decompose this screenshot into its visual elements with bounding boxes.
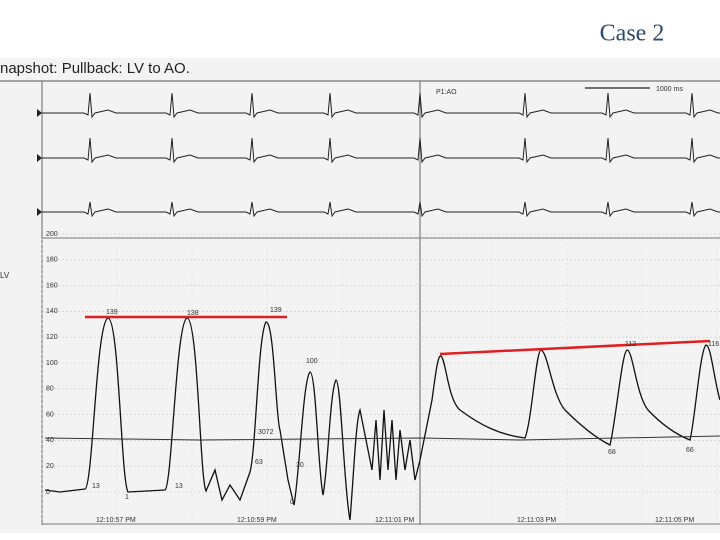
scale-label: 40 xyxy=(46,437,54,444)
timestamp: 12:11:01 PM xyxy=(375,517,414,524)
scale-label: 120 xyxy=(46,334,58,341)
annotation: 0 xyxy=(290,499,294,506)
scan-area xyxy=(0,58,720,533)
ecg-trace xyxy=(42,137,720,164)
annotation: 30 xyxy=(296,462,304,469)
annotation: 66 xyxy=(686,447,694,454)
side-label: LV xyxy=(0,271,10,280)
annotation: 138 xyxy=(187,310,199,317)
annotation: 68 xyxy=(608,449,616,456)
scale-label: 160 xyxy=(46,282,58,289)
ecg-traces xyxy=(37,92,720,218)
scale-label: 1000 ms xyxy=(656,86,683,93)
timestamp: 12:11:03 PM xyxy=(517,517,556,524)
scale-label: 80 xyxy=(46,386,54,393)
annotation: 139 xyxy=(270,307,282,314)
annotation: 13 xyxy=(175,483,183,490)
scale-label: 60 xyxy=(46,411,54,418)
annotation: 100 xyxy=(306,358,318,365)
lead-marker xyxy=(37,154,42,162)
ao-peak-line xyxy=(439,339,711,356)
annotation: 13 xyxy=(92,483,100,490)
annotation: 112 xyxy=(625,341,636,348)
channel-label: P1:AO xyxy=(436,89,457,96)
snapshot-title: napshot: Pullback: LV to AO. xyxy=(0,60,190,77)
scale-label: 20 xyxy=(46,463,54,470)
ecg-trace xyxy=(42,201,720,218)
scale-label: 0 xyxy=(46,489,50,496)
timestamp: 12:10:59 PM xyxy=(237,517,277,524)
ecg-trace xyxy=(42,92,720,119)
timestamp: 12:10:57 PM xyxy=(96,517,136,524)
annotation: 63 xyxy=(255,459,263,466)
lead-marker xyxy=(37,208,42,216)
grid xyxy=(41,233,720,524)
scale-label: 200 xyxy=(46,231,58,238)
timestamp: 12:11:05 PM xyxy=(655,517,694,524)
lead-marker xyxy=(37,109,42,117)
annotation: 139 xyxy=(106,309,118,316)
scale-label: 140 xyxy=(46,308,58,315)
scale-label: 100 xyxy=(46,360,58,367)
annotation: 1 xyxy=(125,494,129,501)
annotation: 116 xyxy=(708,341,719,348)
annotation: 3072 xyxy=(258,429,274,436)
scale-label: 180 xyxy=(46,257,58,264)
baseline-trace xyxy=(44,435,720,441)
slide-title: Case 2 xyxy=(600,21,665,47)
